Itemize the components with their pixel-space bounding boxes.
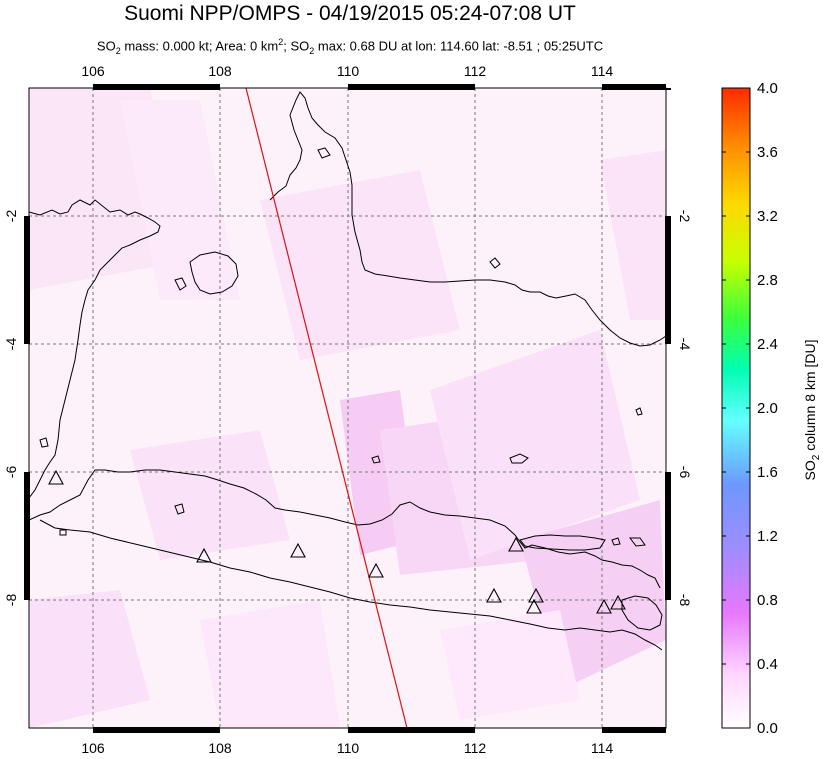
lat-tick-left: -2	[3, 210, 19, 223]
volcano-marker	[486, 587, 502, 603]
lon-tick-top: 112	[464, 63, 487, 79]
map-frame	[28, 87, 667, 729]
colorbar-ticks: 4.0 3.6 3.2 2.8 2.4 2.0 1.6 1.2 0.8 0.4 0.0	[722, 80, 778, 737]
colorbar-tick-label: 3.2	[757, 208, 778, 225]
colorbar-tick-label: 2.0	[757, 400, 778, 417]
colorbar-label: SO2 column 8 km [DU]	[802, 340, 822, 481]
volcano-marker	[368, 562, 384, 578]
frame-ticks	[24, 84, 671, 733]
volcano-marker	[610, 594, 626, 610]
volcano-marker	[196, 547, 212, 563]
map-grid	[29, 88, 666, 728]
lon-tick-top: 108	[208, 63, 232, 79]
lon-tick-bottom: 106	[81, 740, 105, 756]
satellite-track-line	[245, 88, 408, 728]
colorbar-tick-label: 1.6	[757, 464, 778, 481]
lat-tick-left: -4	[3, 338, 19, 351]
colorbar-tick-label: 0.0	[757, 720, 778, 737]
lat-tick-right: -6	[677, 466, 693, 479]
map-title: Suomi NPP/OMPS - 04/19/2015 05:24-07:08 …	[124, 2, 576, 25]
map-subtitle: SO2 mass: 0.000 kt; Area: 0 km2; SO2 max…	[96, 37, 604, 56]
colorbar-tick-label: 2.8	[757, 272, 778, 289]
volcano-marker	[596, 598, 612, 614]
volcano-marker	[48, 469, 64, 485]
lon-tick-bottom: 108	[208, 740, 232, 756]
volcano-marker	[508, 536, 524, 552]
lat-tick-right: -8	[677, 594, 693, 607]
colorbar-tick-label: 1.2	[757, 528, 778, 545]
colorbar-tick-label: 0.8	[757, 592, 778, 609]
coastlines	[29, 91, 666, 651]
volcano-marker	[528, 587, 544, 603]
lon-tick-top: 106	[81, 63, 105, 79]
colorbar-tick-label: 2.4	[757, 336, 778, 353]
lat-tick-left: -6	[3, 466, 19, 479]
lon-tick-top: 110	[337, 63, 360, 79]
colorbar-tick-label: 4.0	[757, 80, 778, 97]
lon-tick-labels: 106 108 110 112 114 106 108 110 112 114	[81, 63, 613, 756]
colorbar-tick-label: 0.4	[757, 656, 778, 673]
lat-tick-labels: -2 -4 -6 -8 -2 -4 -6 -8	[3, 210, 693, 607]
lat-tick-right: -2	[677, 210, 693, 223]
lon-tick-bottom: 112	[464, 740, 487, 756]
colorbar-tick-label: 3.6	[757, 144, 778, 161]
volcano-marker	[290, 542, 306, 558]
lon-tick-top: 114	[591, 63, 614, 79]
lat-tick-right: -4	[677, 338, 693, 351]
volcano-marker	[526, 598, 542, 614]
lat-tick-left: -8	[3, 594, 19, 607]
colorbar	[721, 87, 751, 729]
volcano-markers	[48, 469, 626, 614]
lon-tick-bottom: 114	[591, 740, 614, 756]
lon-tick-bottom: 110	[337, 740, 360, 756]
